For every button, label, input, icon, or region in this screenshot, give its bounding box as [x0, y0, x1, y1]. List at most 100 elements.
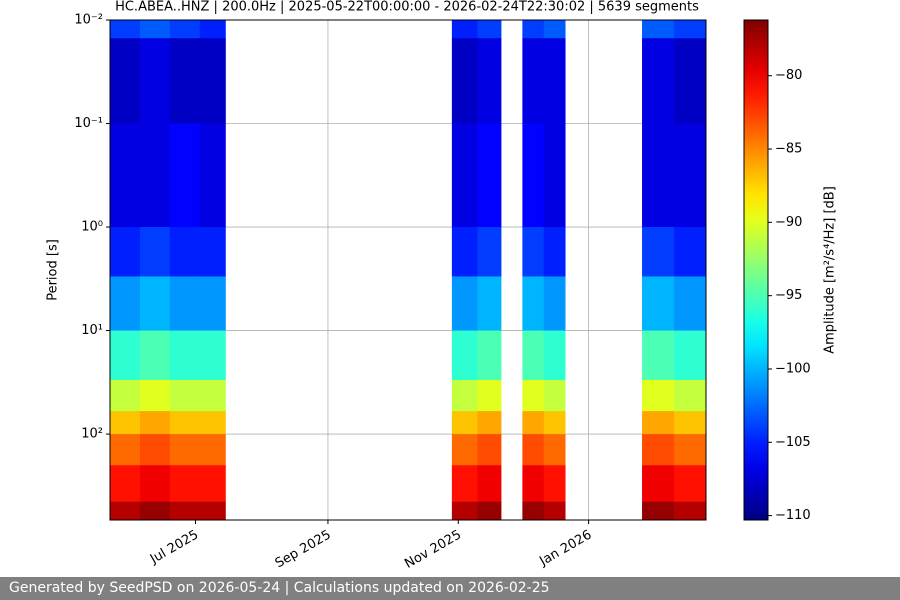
cell	[199, 379, 226, 412]
x-tick-label: Sep 2025	[273, 528, 334, 572]
cell	[642, 330, 675, 381]
colorbar-tick-label: −100	[775, 361, 811, 376]
cell	[543, 20, 566, 39]
x-tick-label: Jul 2025	[147, 528, 201, 568]
cell	[477, 276, 502, 331]
cell	[522, 434, 545, 466]
cell	[477, 379, 502, 412]
cell	[199, 465, 226, 503]
cell	[477, 434, 502, 466]
y-tick-label: 10⁰	[81, 220, 103, 235]
cell	[199, 434, 226, 466]
cell	[674, 38, 707, 124]
cell	[199, 227, 226, 277]
cell	[110, 434, 141, 466]
colorbar-tick-label: −80	[775, 68, 802, 83]
cell	[139, 379, 171, 412]
cell	[522, 330, 545, 381]
cell	[477, 38, 502, 124]
cell	[451, 501, 478, 521]
cell	[451, 38, 478, 124]
cell	[522, 38, 545, 124]
cell	[642, 379, 675, 412]
cell	[169, 465, 201, 503]
cell	[110, 379, 141, 412]
cell	[674, 411, 707, 435]
plot-frame	[109, 19, 707, 521]
cell	[477, 227, 502, 277]
colorbar-tick-label: −85	[775, 142, 802, 157]
cell	[522, 123, 545, 228]
colorbar-tick-label: −95	[775, 288, 802, 303]
cell	[543, 276, 566, 331]
cell	[139, 38, 171, 124]
cell	[451, 411, 478, 435]
cell	[522, 227, 545, 277]
cell	[110, 411, 141, 435]
y-tick-label: 10²	[81, 427, 103, 442]
cell	[674, 123, 707, 228]
cell	[169, 434, 201, 466]
y-tick-label: 10¹	[81, 323, 103, 338]
cell	[110, 276, 141, 331]
cell	[477, 20, 502, 39]
cell	[451, 330, 478, 381]
cell	[522, 276, 545, 331]
cell	[110, 38, 141, 124]
cell	[674, 465, 707, 503]
cell	[543, 123, 566, 228]
x-tick-label: Nov 2025	[402, 528, 464, 572]
cell	[169, 123, 201, 228]
cell	[169, 411, 201, 435]
cell	[139, 227, 171, 277]
cell	[139, 276, 171, 331]
cell	[451, 276, 478, 331]
chart-title: HC.ABEA..HNZ | 200.0Hz | 2025-05-22T00:0…	[115, 0, 699, 15]
cell	[139, 20, 171, 39]
cell	[642, 411, 675, 435]
chart: HC.ABEA..HNZ | 200.0Hz | 2025-05-22T00:0…	[46, 0, 838, 572]
cell	[110, 465, 141, 503]
cell	[139, 330, 171, 381]
cell	[674, 276, 707, 331]
cell	[477, 411, 502, 435]
cell	[477, 330, 502, 381]
x-tick-label: Jan 2026	[536, 528, 594, 570]
cell	[543, 379, 566, 412]
cell	[169, 227, 201, 277]
cell	[477, 501, 502, 521]
cell	[642, 501, 675, 521]
cell	[522, 20, 545, 39]
cell	[642, 38, 675, 124]
cell	[169, 20, 201, 39]
cell	[451, 123, 478, 228]
cell	[199, 123, 226, 228]
cell	[139, 501, 171, 521]
cell	[674, 434, 707, 466]
cell	[543, 434, 566, 466]
cell	[110, 330, 141, 381]
cell	[199, 38, 226, 124]
cell	[674, 227, 707, 277]
cell	[110, 123, 141, 228]
cell	[169, 38, 201, 124]
cell	[169, 379, 201, 412]
cell	[199, 20, 226, 39]
cell	[169, 276, 201, 331]
cell	[674, 501, 707, 521]
cell	[674, 20, 707, 39]
cell	[522, 411, 545, 435]
cell	[139, 434, 171, 466]
cell	[642, 227, 675, 277]
cell	[169, 501, 201, 521]
cell	[451, 465, 478, 503]
cell	[199, 411, 226, 435]
cell	[451, 227, 478, 277]
cell	[451, 20, 478, 39]
cell	[642, 276, 675, 331]
cell	[110, 227, 141, 277]
cell	[477, 123, 502, 228]
cell	[169, 330, 201, 381]
cell	[199, 501, 226, 521]
